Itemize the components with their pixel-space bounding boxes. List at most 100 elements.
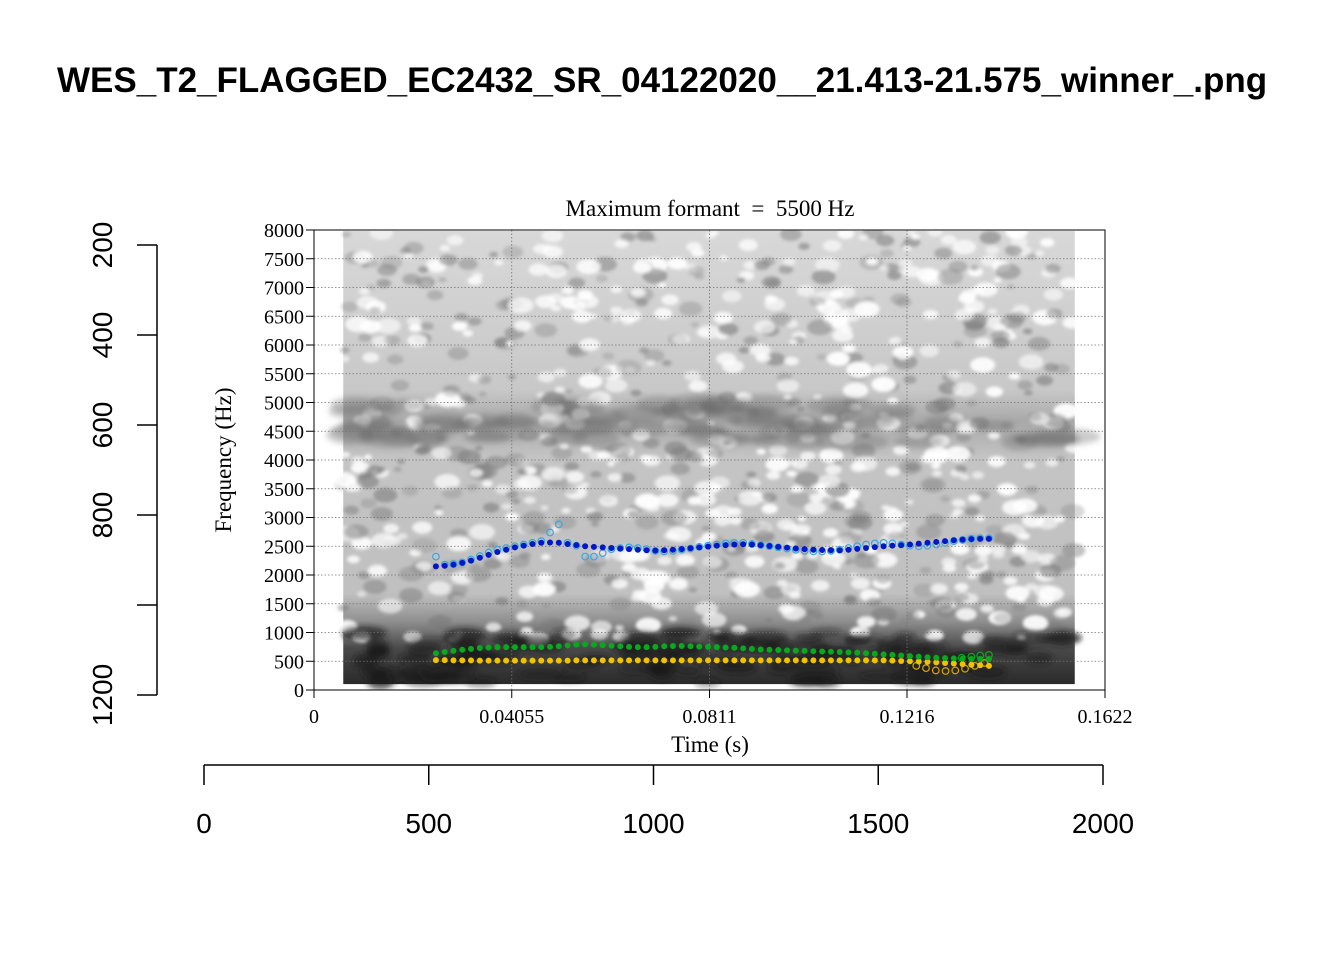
spectrogram-speckle [743,261,757,270]
spectrogram-speckle [610,285,623,294]
spectrogram-speckle [578,373,603,389]
spectrogram-speckle [987,456,1006,468]
spectrogram-speckle [1055,455,1066,462]
spectrogram-speckle [737,490,763,506]
formant-point [906,653,913,660]
spectrogram-speckle [898,459,923,475]
spectrogram-speckle [434,510,444,516]
spectrogram-speckle [1011,544,1028,555]
spectrogram-speckle [954,582,969,592]
spectrogram-speckle [550,478,559,484]
spectrogram-speckle [919,344,940,357]
spectrogram-speckle [962,630,985,644]
spectrogram-speckle [710,230,719,236]
y-tick-label: 2500 [264,536,304,558]
spectrogram-speckle [870,368,879,374]
spectrogram-low-energy [370,667,406,684]
spectrogram-speckle [475,460,489,469]
spectrogram-speckle [590,521,599,527]
spectrogram-speckle [880,265,889,271]
series-f3_filled [432,535,992,570]
formant-point [765,542,774,551]
spectrogram-speckle [903,236,921,248]
spectrogram-band-blob [773,420,828,439]
spectrogram-speckle [635,298,649,307]
spectrogram-speckle [462,330,474,337]
spectrogram-band-blob [1010,433,1078,446]
spectrogram-speckle [954,465,967,473]
formant-point [863,544,870,551]
formant-point [626,546,633,553]
y-tick-label: 500 [274,651,304,673]
spectrogram-speckle [738,239,758,251]
spectrogram-speckle [380,255,403,270]
spectrogram-speckle [595,274,608,283]
spectrogram-speckle [722,290,742,303]
spectrogram-speckle [1035,250,1045,256]
formant-point [538,539,545,546]
spectrogram-speckle [959,474,970,481]
formant-point [494,644,501,651]
spectrogram-speckle [769,444,788,457]
formant-point [985,535,992,542]
spectrogram-speckle [1023,461,1036,469]
spectrogram-speckle [970,357,996,373]
formant-point [599,544,606,551]
formant-point [819,546,826,553]
spectrogram-speckle [561,507,571,514]
spectrogram-speckle [620,232,636,242]
spectrogram-speckle [466,484,478,492]
spectrogram-speckle [811,579,830,592]
formant-point [432,657,439,664]
spectrogram-speckle [847,515,873,531]
spectrogram-band-blob [815,433,890,452]
formant-point [756,541,765,549]
formant-point [740,657,747,664]
spectrogram-speckle [647,570,671,586]
formant-point [450,561,457,568]
formant-point [775,543,782,550]
spectrogram-band-blob [750,434,798,447]
spectrogram-speckle [426,290,444,301]
spectrogram-speckle [408,323,422,332]
formant-point [968,661,975,668]
spectrogram-speckle [579,338,600,352]
formant-point [792,657,799,664]
spectrogram-speckle [992,337,1010,348]
spectrogram-speckle [373,487,398,503]
spectrogram-speckle [944,446,971,462]
formant-point [959,661,966,668]
spectrogram-speckle [899,258,913,267]
spectrogram-speckle [936,605,957,618]
spectrogram-speckle [765,457,789,472]
spectrogram-speckle [1024,583,1038,592]
spectrogram-speckle [427,261,447,273]
y-tick-label: 3000 [264,508,304,530]
formant-point [564,657,571,664]
formant-point [669,657,676,664]
spectrogram-speckle [411,537,437,554]
formant-point [827,648,834,655]
outer-y-tick-label: 200 [87,222,118,269]
spectrogram-speckle [822,240,842,252]
formant-point [757,657,764,664]
y-tick-label: 5500 [264,364,304,386]
formant-point [836,657,843,664]
spectrogram-speckle [357,591,366,597]
x-tick-label: 0 [309,706,319,728]
formant-point [931,666,940,675]
spectrogram-speckle [848,489,862,497]
formant-point [922,664,930,673]
formant-point [554,520,563,529]
formant-point [898,657,905,664]
spectrogram-speckle [940,234,957,245]
spectrogram-speckle [586,511,603,522]
formant-point [942,538,949,545]
formant-point [503,657,510,664]
spectrogram-speckle [441,486,463,499]
spectrogram-speckle [1016,596,1026,603]
formant-point [819,657,826,664]
spectrogram-speckle [975,515,986,522]
formant-point [520,657,527,664]
spectrogram-speckle [1056,607,1073,618]
